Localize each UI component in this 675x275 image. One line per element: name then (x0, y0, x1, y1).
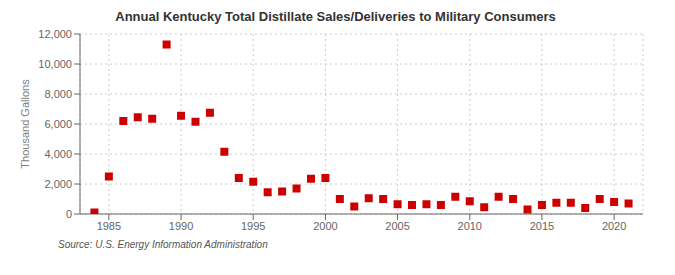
svg-text:2005: 2005 (385, 220, 409, 232)
svg-text:1985: 1985 (97, 220, 121, 232)
html-text:Annual Kentucky Total Distilla: Annual Kentucky Total Distillate Sales/D… (115, 9, 556, 24)
svg-text:10,000: 10,000 (38, 58, 72, 70)
svg-text:1990: 1990 (169, 220, 193, 232)
html-text:Source: U.S. Energy Informatio: Source: U.S. Energy Information Administ… (58, 239, 268, 250)
svg-text:8,000: 8,000 (44, 88, 72, 100)
svg-text:2000: 2000 (313, 220, 337, 232)
svg-text:2020: 2020 (602, 220, 626, 232)
svg-text:2010: 2010 (458, 220, 482, 232)
svg-text:2015: 2015 (530, 220, 554, 232)
svg-text:4,000: 4,000 (44, 148, 72, 160)
svg-text:0: 0 (66, 208, 72, 220)
svg-text:Thousand Gallons: Thousand Gallons (19, 79, 31, 169)
svg-text:1995: 1995 (241, 220, 265, 232)
svg-text:6,000: 6,000 (44, 118, 72, 130)
svg-text:2,000: 2,000 (44, 178, 72, 190)
svg-text:12,000: 12,000 (38, 28, 72, 40)
